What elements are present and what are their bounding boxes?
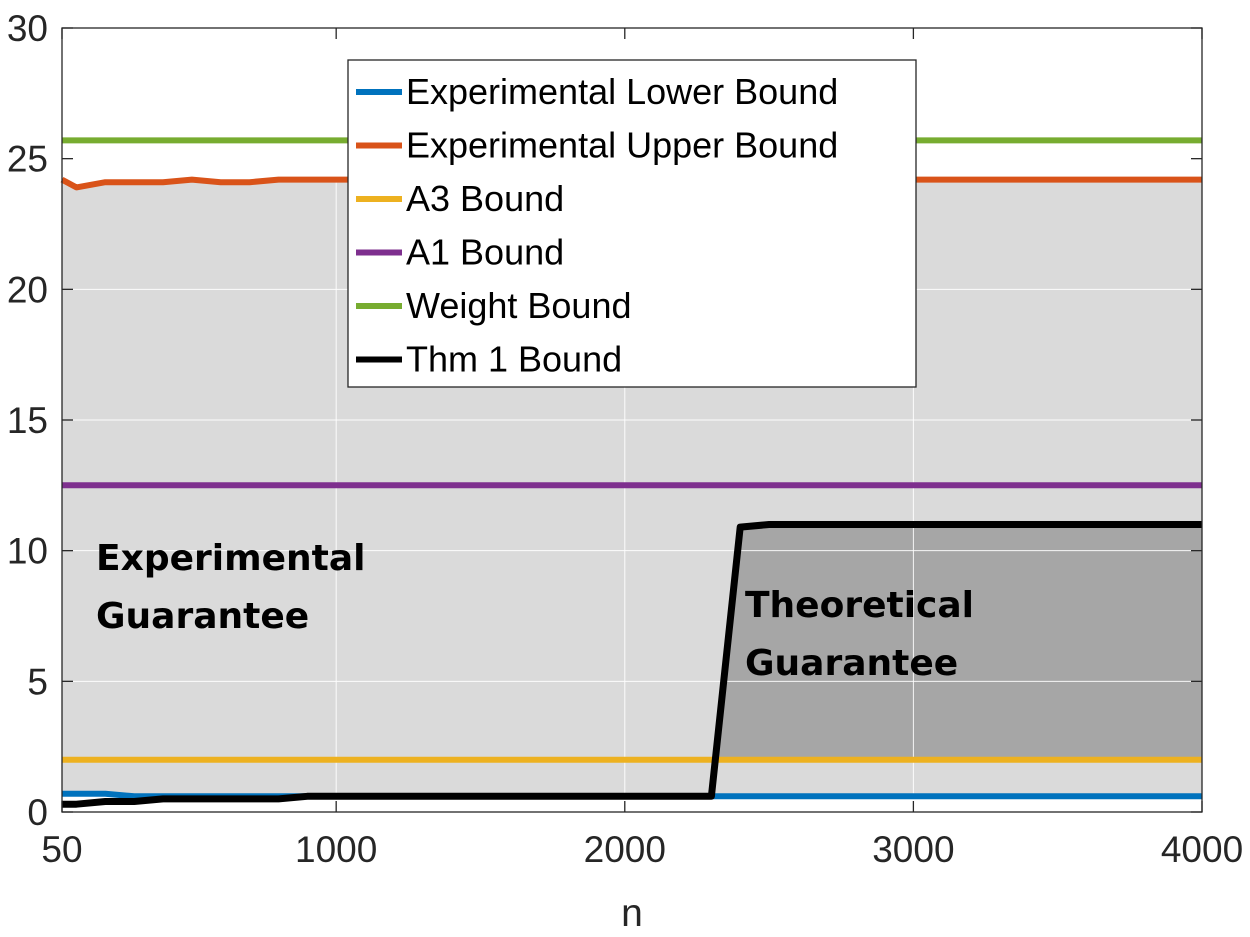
x-tick-label: 50 xyxy=(41,829,82,870)
axis-ticks: 50 1000 2000 3000 4000 0 5 10 15 20 25 30 xyxy=(7,8,1243,870)
legend-label: Experimental Lower Bound xyxy=(406,71,838,112)
x-tick-label: 3000 xyxy=(872,829,954,870)
legend-label: A3 Bound xyxy=(406,178,564,219)
theoretical-guarantee-region xyxy=(715,524,1202,760)
annotation-line: Experimental xyxy=(96,538,366,579)
x-axis-label: n xyxy=(621,892,643,935)
y-tick-label: 20 xyxy=(7,269,48,310)
y-tick-label: 25 xyxy=(7,139,48,180)
legend-box xyxy=(347,59,917,388)
y-tick-label: 5 xyxy=(27,661,48,702)
legend-label: A1 Bound xyxy=(406,232,564,273)
annotation-theoretical-guarantee: Theoretical Guarantee xyxy=(745,585,974,684)
annotation-experimental-guarantee: Experimental Guarantee xyxy=(96,538,366,637)
x-tick-label: 2000 xyxy=(584,829,666,870)
y-tick-label: 15 xyxy=(7,400,48,441)
x-tick-label: 1000 xyxy=(295,829,377,870)
legend: Experimental Lower Bound Experimental Upp… xyxy=(347,59,917,388)
series-line-thm-1-bound xyxy=(62,521,1202,808)
annotation-line: Theoretical xyxy=(745,585,974,626)
y-tick-label: 30 xyxy=(7,8,48,49)
annotation-line: Guarantee xyxy=(745,643,958,684)
annotations: Experimental Guarantee Theoretical Guarante… xyxy=(96,538,974,684)
legend-label: Experimental Upper Bound xyxy=(406,125,838,166)
annotation-line: Guarantee xyxy=(96,596,309,637)
x-tick-label: 4000 xyxy=(1161,829,1243,870)
y-tick-label: 10 xyxy=(7,531,48,572)
y-tick-label: 0 xyxy=(27,792,48,833)
legend-label: Weight Bound xyxy=(406,285,632,326)
legend-label: Thm 1 Bound xyxy=(406,339,622,380)
